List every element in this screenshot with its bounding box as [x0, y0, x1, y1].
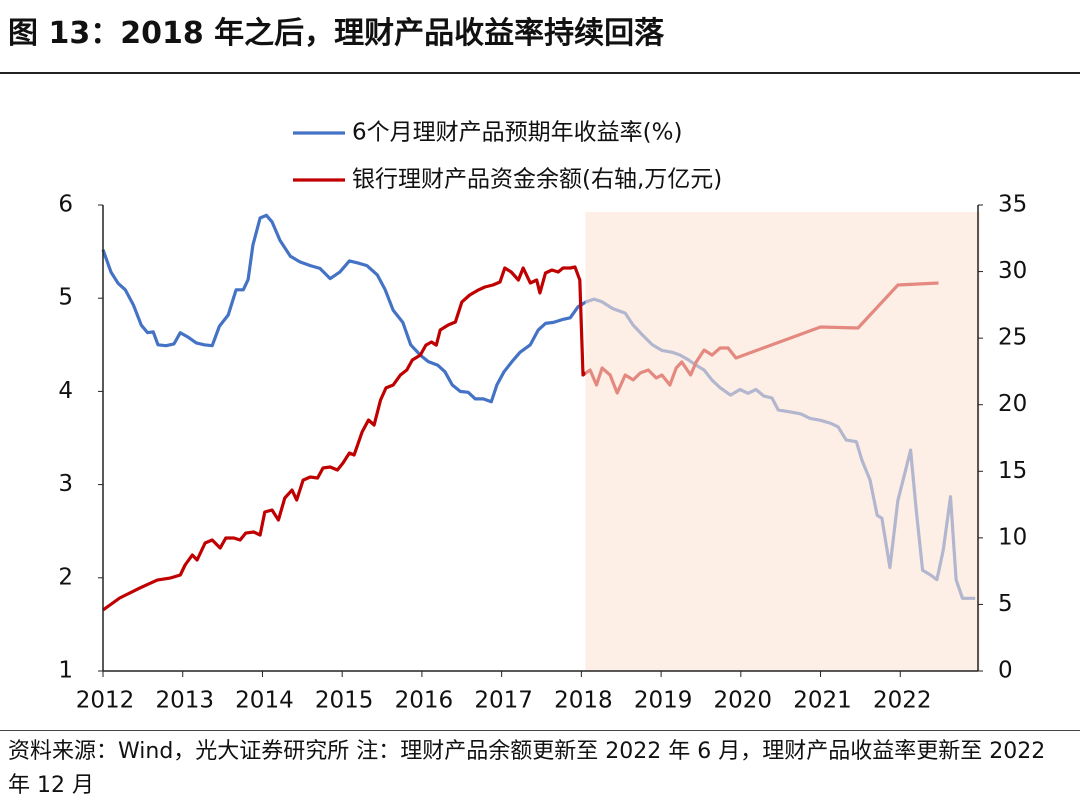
- y-tick-label: 2: [58, 564, 73, 590]
- y2-tick-label: 15: [998, 458, 1027, 484]
- x-tick-label: 2019: [634, 688, 693, 714]
- x-tick-label: 2021: [793, 688, 852, 714]
- x-tick-label: 2012: [76, 688, 135, 714]
- y2-tick-label: 0: [998, 658, 1013, 684]
- shaded-region: [585, 212, 980, 671]
- y2-tick-label: 35: [998, 192, 1027, 218]
- y-tick-label: 6: [58, 192, 73, 218]
- y2-tick-label: 5: [998, 591, 1013, 617]
- chart: 6个月理财产品预期年收益率(%) 银行理财产品资金余额(右轴,万亿元) 1 2 3 4 5 6…: [58, 120, 1027, 714]
- x-tick-label: 2020: [714, 688, 773, 714]
- y2-tick-label: 20: [998, 391, 1027, 417]
- source-note: 资料来源：Wind，光大证券研究所 注：理财产品余额更新至 2022 年 6 月…: [8, 739, 1046, 798]
- y2-tick-label: 25: [998, 325, 1027, 351]
- title-rule: [0, 72, 1080, 74]
- x-tick-label: 2022: [873, 688, 932, 714]
- source-rule: [0, 730, 1080, 731]
- y-tick-label: 4: [58, 378, 73, 404]
- x-tick-label: 2013: [155, 688, 214, 714]
- y2-tick-label: 10: [998, 524, 1027, 550]
- x-tick-label: 2015: [315, 688, 374, 714]
- x-tick-label: 2016: [395, 688, 454, 714]
- y-tick-label: 1: [58, 658, 73, 684]
- x-tick-label: 2014: [235, 688, 294, 714]
- x-tick-label: 2017: [474, 688, 533, 714]
- legend-label: 银行理财产品资金余额(右轴,万亿元): [352, 167, 722, 193]
- y-tick-label: 5: [58, 285, 73, 311]
- y2-tick-label: 30: [998, 258, 1027, 284]
- chart-title: 图 13：2018 年之后，理财产品收益率持续回落: [8, 16, 665, 51]
- legend-label: 6个月理财产品预期年收益率(%): [352, 120, 682, 146]
- y-tick-label: 3: [58, 471, 73, 497]
- x-tick-label: 2018: [554, 688, 613, 714]
